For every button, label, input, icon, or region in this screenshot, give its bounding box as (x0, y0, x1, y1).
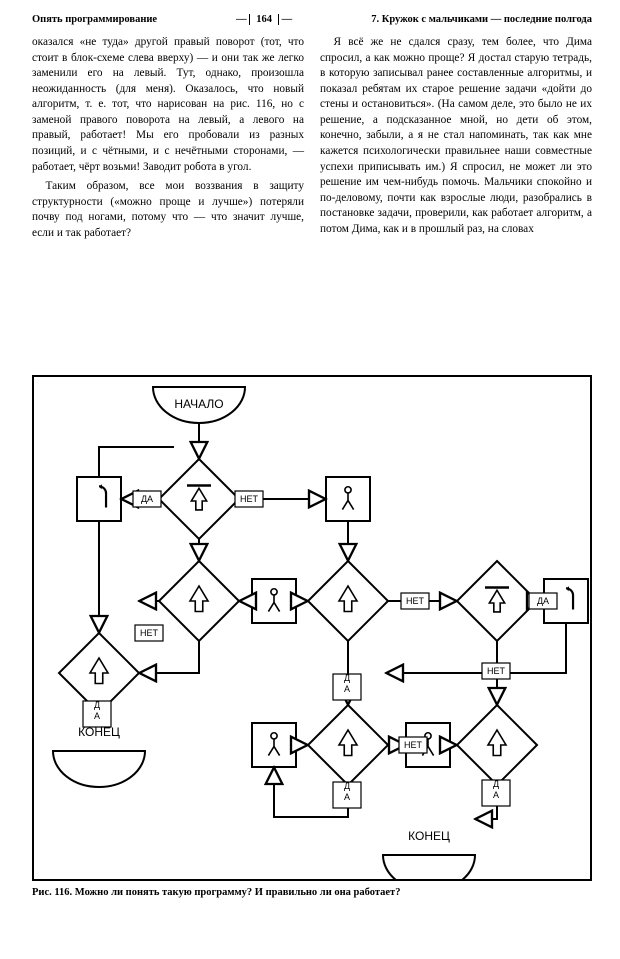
svg-text:А: А (344, 684, 350, 694)
svg-text:А: А (344, 792, 350, 802)
svg-text:НЕТ: НЕТ (240, 494, 259, 504)
page-header: Опять программирование — 164 — 7. Кружок… (32, 14, 592, 25)
svg-text:Д: Д (493, 779, 499, 789)
header-page: — 164 — (236, 14, 292, 25)
svg-text:НЕТ: НЕТ (140, 628, 159, 638)
svg-text:ДА: ДА (141, 494, 153, 504)
svg-text:ДА: ДА (537, 596, 549, 606)
svg-text:НЕТ: НЕТ (404, 740, 423, 750)
figure-116: НАЧАЛОКОНЕЦКОНЕЦДАНЕТНЕТДАНЕТДАДАНЕТНЕТД… (32, 375, 592, 881)
svg-text:КОНЕЦ: КОНЕЦ (408, 829, 450, 843)
svg-text:Д: Д (344, 673, 350, 683)
figure-caption: Рис. 116. Можно ли понять такую программ… (32, 887, 592, 898)
svg-text:А: А (493, 790, 499, 800)
header-right: 7. Кружок с мальчиками — последние полго… (371, 14, 592, 25)
svg-text:Д: Д (344, 781, 350, 791)
header-left: Опять программирование (32, 14, 157, 25)
svg-text:Д: Д (94, 700, 100, 710)
svg-text:НЕТ: НЕТ (406, 596, 425, 606)
svg-text:НАЧАЛО: НАЧАЛО (174, 397, 223, 411)
body-text: оказался «не туда» другой правый поворот… (32, 35, 592, 365)
svg-text:НЕТ: НЕТ (487, 666, 506, 676)
paragraph-2: Таким образом, все мои воззвания в защит… (32, 179, 304, 241)
paragraph-1: оказался «не туда» другой правый поворот… (32, 35, 304, 175)
paragraph-3: Я всё же не сдался сразу, тем более, что… (320, 35, 592, 238)
svg-text:А: А (94, 711, 100, 721)
